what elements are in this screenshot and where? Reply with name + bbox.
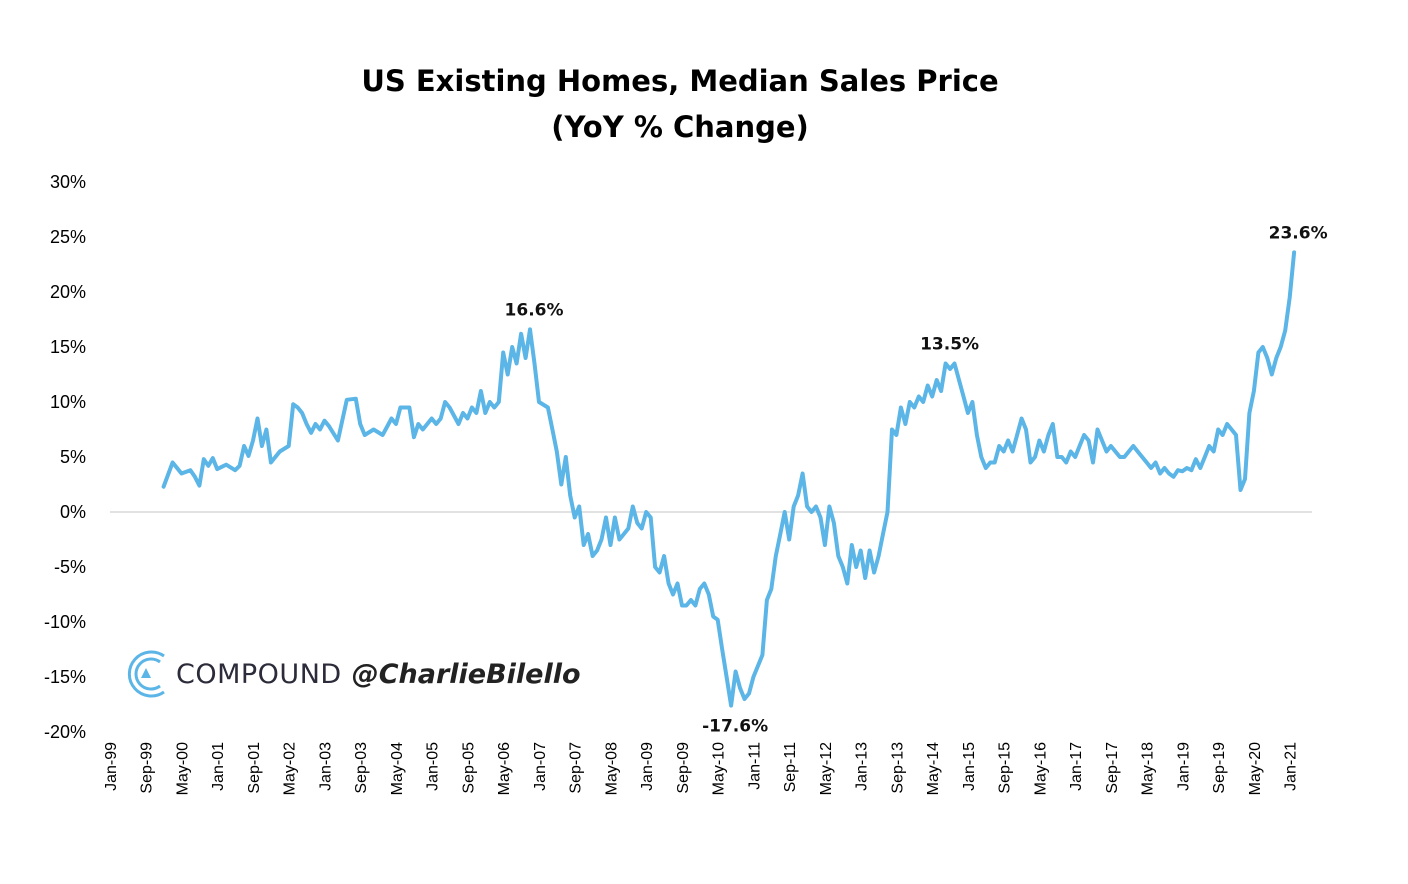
x-tick-label: Sep-13 <box>889 742 906 794</box>
chart-subtitle: (YoY % Change) <box>551 110 809 144</box>
x-tick-label: Sep-99 <box>139 742 156 794</box>
x-tick-label: May-00 <box>174 742 191 795</box>
watermark-brand: COMPOUND <box>176 658 342 690</box>
y-tick-label: -5% <box>54 557 86 577</box>
x-tick-label: May-02 <box>282 742 299 795</box>
x-tick-label: Sep-11 <box>782 742 799 793</box>
x-tick-label: Sep-15 <box>997 742 1014 794</box>
x-tick-label: May-20 <box>1247 742 1264 795</box>
x-tick-label: May-18 <box>1140 742 1157 795</box>
x-tick-label: May-10 <box>711 742 728 795</box>
x-tick-label: Jan-99 <box>103 742 120 791</box>
x-tick-label: Sep-05 <box>460 742 477 794</box>
x-tick-label: Sep-07 <box>568 742 585 794</box>
x-tick-label: May-06 <box>496 742 513 795</box>
x-tick-label: Jan-05 <box>425 742 442 791</box>
chart-title: US Existing Homes, Median Sales Price (Y… <box>0 58 1360 150</box>
y-tick-label: -10% <box>44 612 86 632</box>
data-label: -17.6% <box>702 717 768 737</box>
x-tick-label: Jan-03 <box>317 742 334 791</box>
annotations: 16.6% -17.6% 13.5% 23.6% <box>505 223 1328 736</box>
series-line <box>161 250 1297 708</box>
x-tick-label: Sep-19 <box>1211 742 1228 794</box>
x-tick-label: Jan-01 <box>210 742 227 791</box>
y-tick-label: 20% <box>50 282 86 302</box>
compound-c-logo-icon <box>127 650 165 698</box>
y-tick-label: 25% <box>50 227 86 247</box>
y-tick-label: -15% <box>44 667 86 687</box>
x-tick-label: Jan-07 <box>532 742 549 791</box>
watermark-handle: @CharlieBilello <box>351 658 581 690</box>
x-tick-label: May-08 <box>603 742 620 795</box>
x-tick-label: May-04 <box>389 742 406 795</box>
x-tick-label: Jan-11 <box>746 742 763 790</box>
y-tick-label: 0% <box>60 502 86 522</box>
x-tick-label: May-16 <box>1032 742 1049 795</box>
x-tick-label: Jan-19 <box>1175 742 1192 791</box>
x-tick-label: Sep-09 <box>675 742 692 794</box>
chart-title-main: US Existing Homes, Median Sales Price <box>361 64 999 98</box>
x-tick-label: Sep-01 <box>246 742 263 794</box>
y-tick-label: -20% <box>44 722 86 742</box>
data-label: 23.6% <box>1269 223 1328 243</box>
data-label: 13.5% <box>920 335 979 355</box>
x-tick-label: Jan-21 <box>1283 742 1300 791</box>
x-tick-label: Jan-17 <box>1068 742 1085 791</box>
y-tick-label: 5% <box>60 447 86 467</box>
data-label: 16.6% <box>505 300 564 320</box>
x-tick-label: Sep-17 <box>1104 742 1121 794</box>
x-tick-label: Jan-15 <box>961 742 978 791</box>
x-axis: Jan-99 Sep-99 May-00 Jan-01 Sep-01 May-02 Jan-… <box>103 742 1300 795</box>
y-tick-label: 30% <box>50 172 86 192</box>
x-tick-label: Sep-03 <box>353 742 370 794</box>
y-axis: 30% 25% 20% 15% 10% 5% 0% -5% -10% -15% -20% <box>44 172 86 742</box>
y-tick-label: 15% <box>50 337 86 357</box>
watermark: COMPOUND @CharlieBilello <box>124 644 581 704</box>
x-tick-label: May-14 <box>925 742 942 795</box>
x-tick-label: Jan-13 <box>854 742 871 791</box>
x-tick-label: Jan-09 <box>639 742 656 791</box>
x-tick-label: May-12 <box>818 742 835 795</box>
y-tick-label: 10% <box>50 392 86 412</box>
